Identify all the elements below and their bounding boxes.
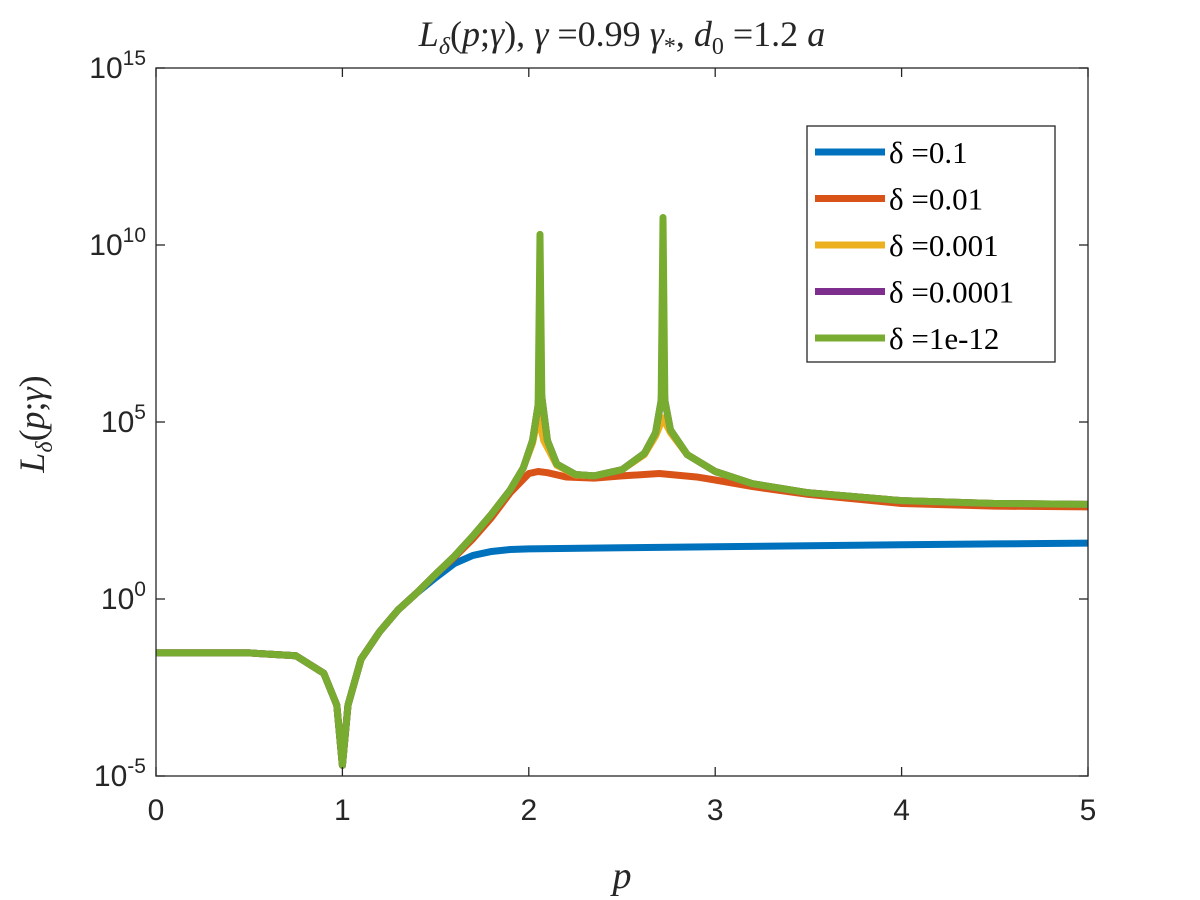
- x-tick-label: 5: [1080, 794, 1097, 827]
- y-tick-label: 100: [101, 578, 146, 616]
- x-tick-label: 1: [334, 794, 351, 827]
- y-tick-label: 1010: [89, 224, 146, 262]
- legend-label-2: δ =0.01: [889, 182, 983, 217]
- legend-label-3: δ =0.001: [889, 228, 999, 263]
- series-layer: [156, 213, 1088, 769]
- x-tick-label: 4: [893, 794, 910, 827]
- y-tick-label: 10-5: [94, 755, 146, 793]
- legend-items: δ =0.1 δ =0.01 δ =0.001 δ =0.0001 δ =1e-12: [815, 135, 1014, 356]
- y-tick-label: 1015: [89, 47, 146, 85]
- legend-label-5: δ =1e-12: [889, 321, 999, 356]
- chart-title: Lδ(p;γ), γ =0.99 γ*, d0 =1.2 a: [418, 14, 825, 60]
- ticks-layer: 0 1 2 3 4 5 10-5 100 105 1010 1015: [89, 47, 1096, 827]
- svg-text:Lδ(p;γ): Lδ(p;γ): [12, 375, 58, 473]
- legend: δ =0.1 δ =0.01 δ =0.001 δ =0.0001 δ =1e-12: [806, 125, 1056, 363]
- legend-label-1: δ =0.1: [889, 135, 968, 170]
- x-tick-label: 3: [707, 794, 724, 827]
- x-tick-label: 0: [148, 794, 165, 827]
- series-line-5: [156, 213, 1088, 769]
- y-axis-label: Lδ(p;γ): [12, 375, 58, 473]
- legend-label-4: δ =0.0001: [889, 275, 1014, 310]
- x-tick-label: 2: [520, 794, 537, 827]
- y-tick-label: 105: [101, 401, 146, 439]
- x-axis-label: p: [610, 855, 632, 897]
